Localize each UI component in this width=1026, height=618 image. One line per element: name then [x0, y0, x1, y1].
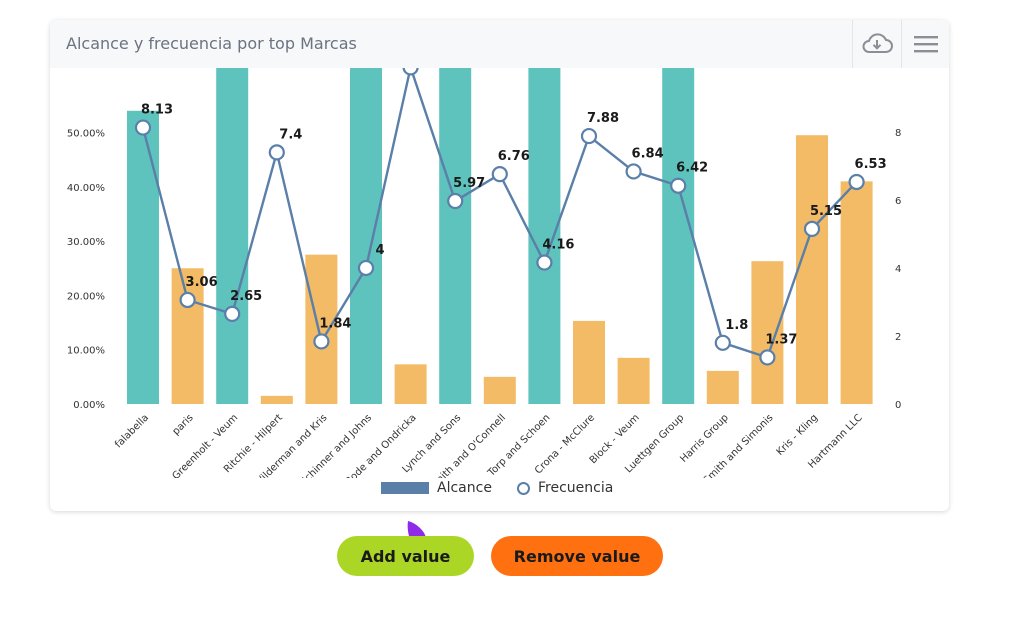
x-axis-category-label: Kris - Kling — [775, 412, 821, 458]
x-axis-category-label: paris — [171, 412, 196, 437]
alcance-bar — [528, 68, 561, 404]
alcance-bar — [394, 364, 427, 404]
frecuencia-point — [848, 173, 865, 191]
alcance-bar — [796, 135, 828, 404]
alcance-bar — [127, 110, 159, 404]
frecuencia-point — [714, 334, 731, 351]
legend-item-frecuencia[interactable]: Frecuencia — [517, 480, 613, 496]
frecuencia-point — [268, 144, 285, 161]
frecuencia-point — [670, 177, 687, 194]
alcance-bar — [350, 68, 382, 404]
alcance-bar — [573, 320, 605, 404]
frecuencia-data-label: 6.42 — [676, 161, 708, 176]
legend-item-alcance[interactable]: Alcance — [381, 480, 492, 496]
alcance-bar — [662, 68, 695, 404]
frecuencia-series-line — [141, 68, 858, 359]
frecuencia-data-label: 4 — [375, 243, 384, 258]
frecuencia-data-label: 5.15 — [810, 204, 842, 219]
left-axis-tick-label: 50.00% — [67, 129, 105, 140]
frecuencia-point — [803, 220, 821, 237]
remove-value-button[interactable]: Remove value — [491, 536, 663, 576]
frecuencia-point — [134, 119, 152, 136]
alcance-bar — [840, 181, 873, 404]
frecuencia-points — [134, 68, 865, 366]
x-axis-category-label: falabella — [113, 412, 151, 450]
frecuencia-data-label: 1.84 — [319, 316, 351, 331]
frecuencia-point — [536, 254, 553, 271]
left-axis-tick-label: 30.00% — [67, 237, 105, 248]
right-axis-tick-label: 0 — [895, 400, 901, 411]
frecuencia-data-label: 5.97 — [453, 176, 485, 191]
frecuencia-data-label: 2.65 — [230, 289, 262, 304]
legend-marker-frecuencia — [517, 481, 530, 495]
card-header: Alcance y frecuencia por top Marcas — [50, 20, 949, 68]
frecuencia-point — [313, 333, 330, 350]
frecuencia-point — [179, 291, 196, 309]
alcance-bar — [706, 370, 739, 404]
alcance-bar — [751, 261, 784, 404]
frecuencia-data-label: 1.37 — [765, 332, 797, 347]
chart-legend: Alcance Frecuencia — [50, 480, 949, 502]
chart-title: Alcance y frecuencia por top Marcas — [66, 34, 357, 53]
frecuencia-point — [224, 305, 241, 322]
alcance-bar — [617, 357, 650, 404]
legend-label-alcance: Alcance — [437, 480, 492, 496]
legend-label-frecuencia: Frecuencia — [538, 480, 614, 496]
frecuencia-data-label: 6.84 — [632, 146, 664, 161]
frecuencia-data-label: 3.06 — [186, 275, 218, 290]
frecuencia-point — [759, 349, 776, 366]
frecuencia-data-label: 6.76 — [498, 149, 530, 164]
menu-button[interactable] — [901, 20, 949, 68]
frecuencia-data-label: 8.13 — [141, 103, 173, 118]
left-axis-tick-label: 10.00% — [67, 346, 105, 357]
frecuencia-data-label: 1.8 — [725, 318, 748, 333]
alcance-bar — [216, 68, 249, 404]
alcance-bar — [260, 395, 293, 404]
right-axis-tick-label: 8 — [895, 128, 901, 139]
add-value-button[interactable]: Add value — [337, 536, 474, 576]
frecuencia-point — [580, 127, 598, 145]
right-axis-labels: 0 2 4 6 8 — [895, 128, 901, 411]
left-axis-labels: 0.00% 10.00% 20.00% 30.00% 40.00% 50.00% — [67, 129, 105, 412]
right-axis-tick-label: 6 — [895, 196, 901, 207]
hamburger-menu-icon — [914, 36, 938, 53]
alcance-bar — [305, 254, 338, 404]
download-button[interactable] — [852, 20, 901, 68]
combo-chart: 0.00% 10.00% 20.00% 30.00% 40.00% 50.00% 0 2 4 6… — [67, 68, 901, 478]
chart-card: Alcance y frecuencia por top Marcas 0.00… — [50, 20, 949, 511]
frecuencia-line — [141, 68, 858, 359]
right-axis-tick-label: 4 — [895, 264, 901, 275]
frecuencia-point — [447, 192, 464, 210]
frecuencia-data-label: 6.53 — [855, 157, 887, 172]
frecuencia-data-label: 4.16 — [542, 238, 574, 253]
frecuencia-point — [402, 68, 419, 76]
frecuencia-point — [491, 166, 508, 183]
frecuencia-point — [625, 163, 642, 180]
left-axis-tick-label: 40.00% — [67, 183, 105, 194]
cloud-download-icon — [862, 33, 893, 53]
frecuencia-data-label: 7.4 — [279, 127, 302, 142]
frecuencia-data-labels: 8.13 3.06 2.65 7.4 1.84 4 5.97 6.76 4.16 7.88 6.84… — [141, 103, 887, 348]
alcance-bar — [439, 68, 472, 404]
left-axis-tick-label: 20.00% — [67, 291, 105, 302]
frecuencia-data-label: 7.88 — [587, 111, 619, 126]
alcance-bar — [483, 376, 516, 404]
frecuencia-point — [357, 259, 375, 277]
legend-swatch-alcance — [381, 482, 429, 494]
right-axis-tick-label: 2 — [895, 332, 901, 343]
left-axis-tick-label: 0.00% — [73, 400, 105, 411]
alcance-bar — [171, 268, 204, 404]
alcance-bars — [127, 68, 873, 404]
